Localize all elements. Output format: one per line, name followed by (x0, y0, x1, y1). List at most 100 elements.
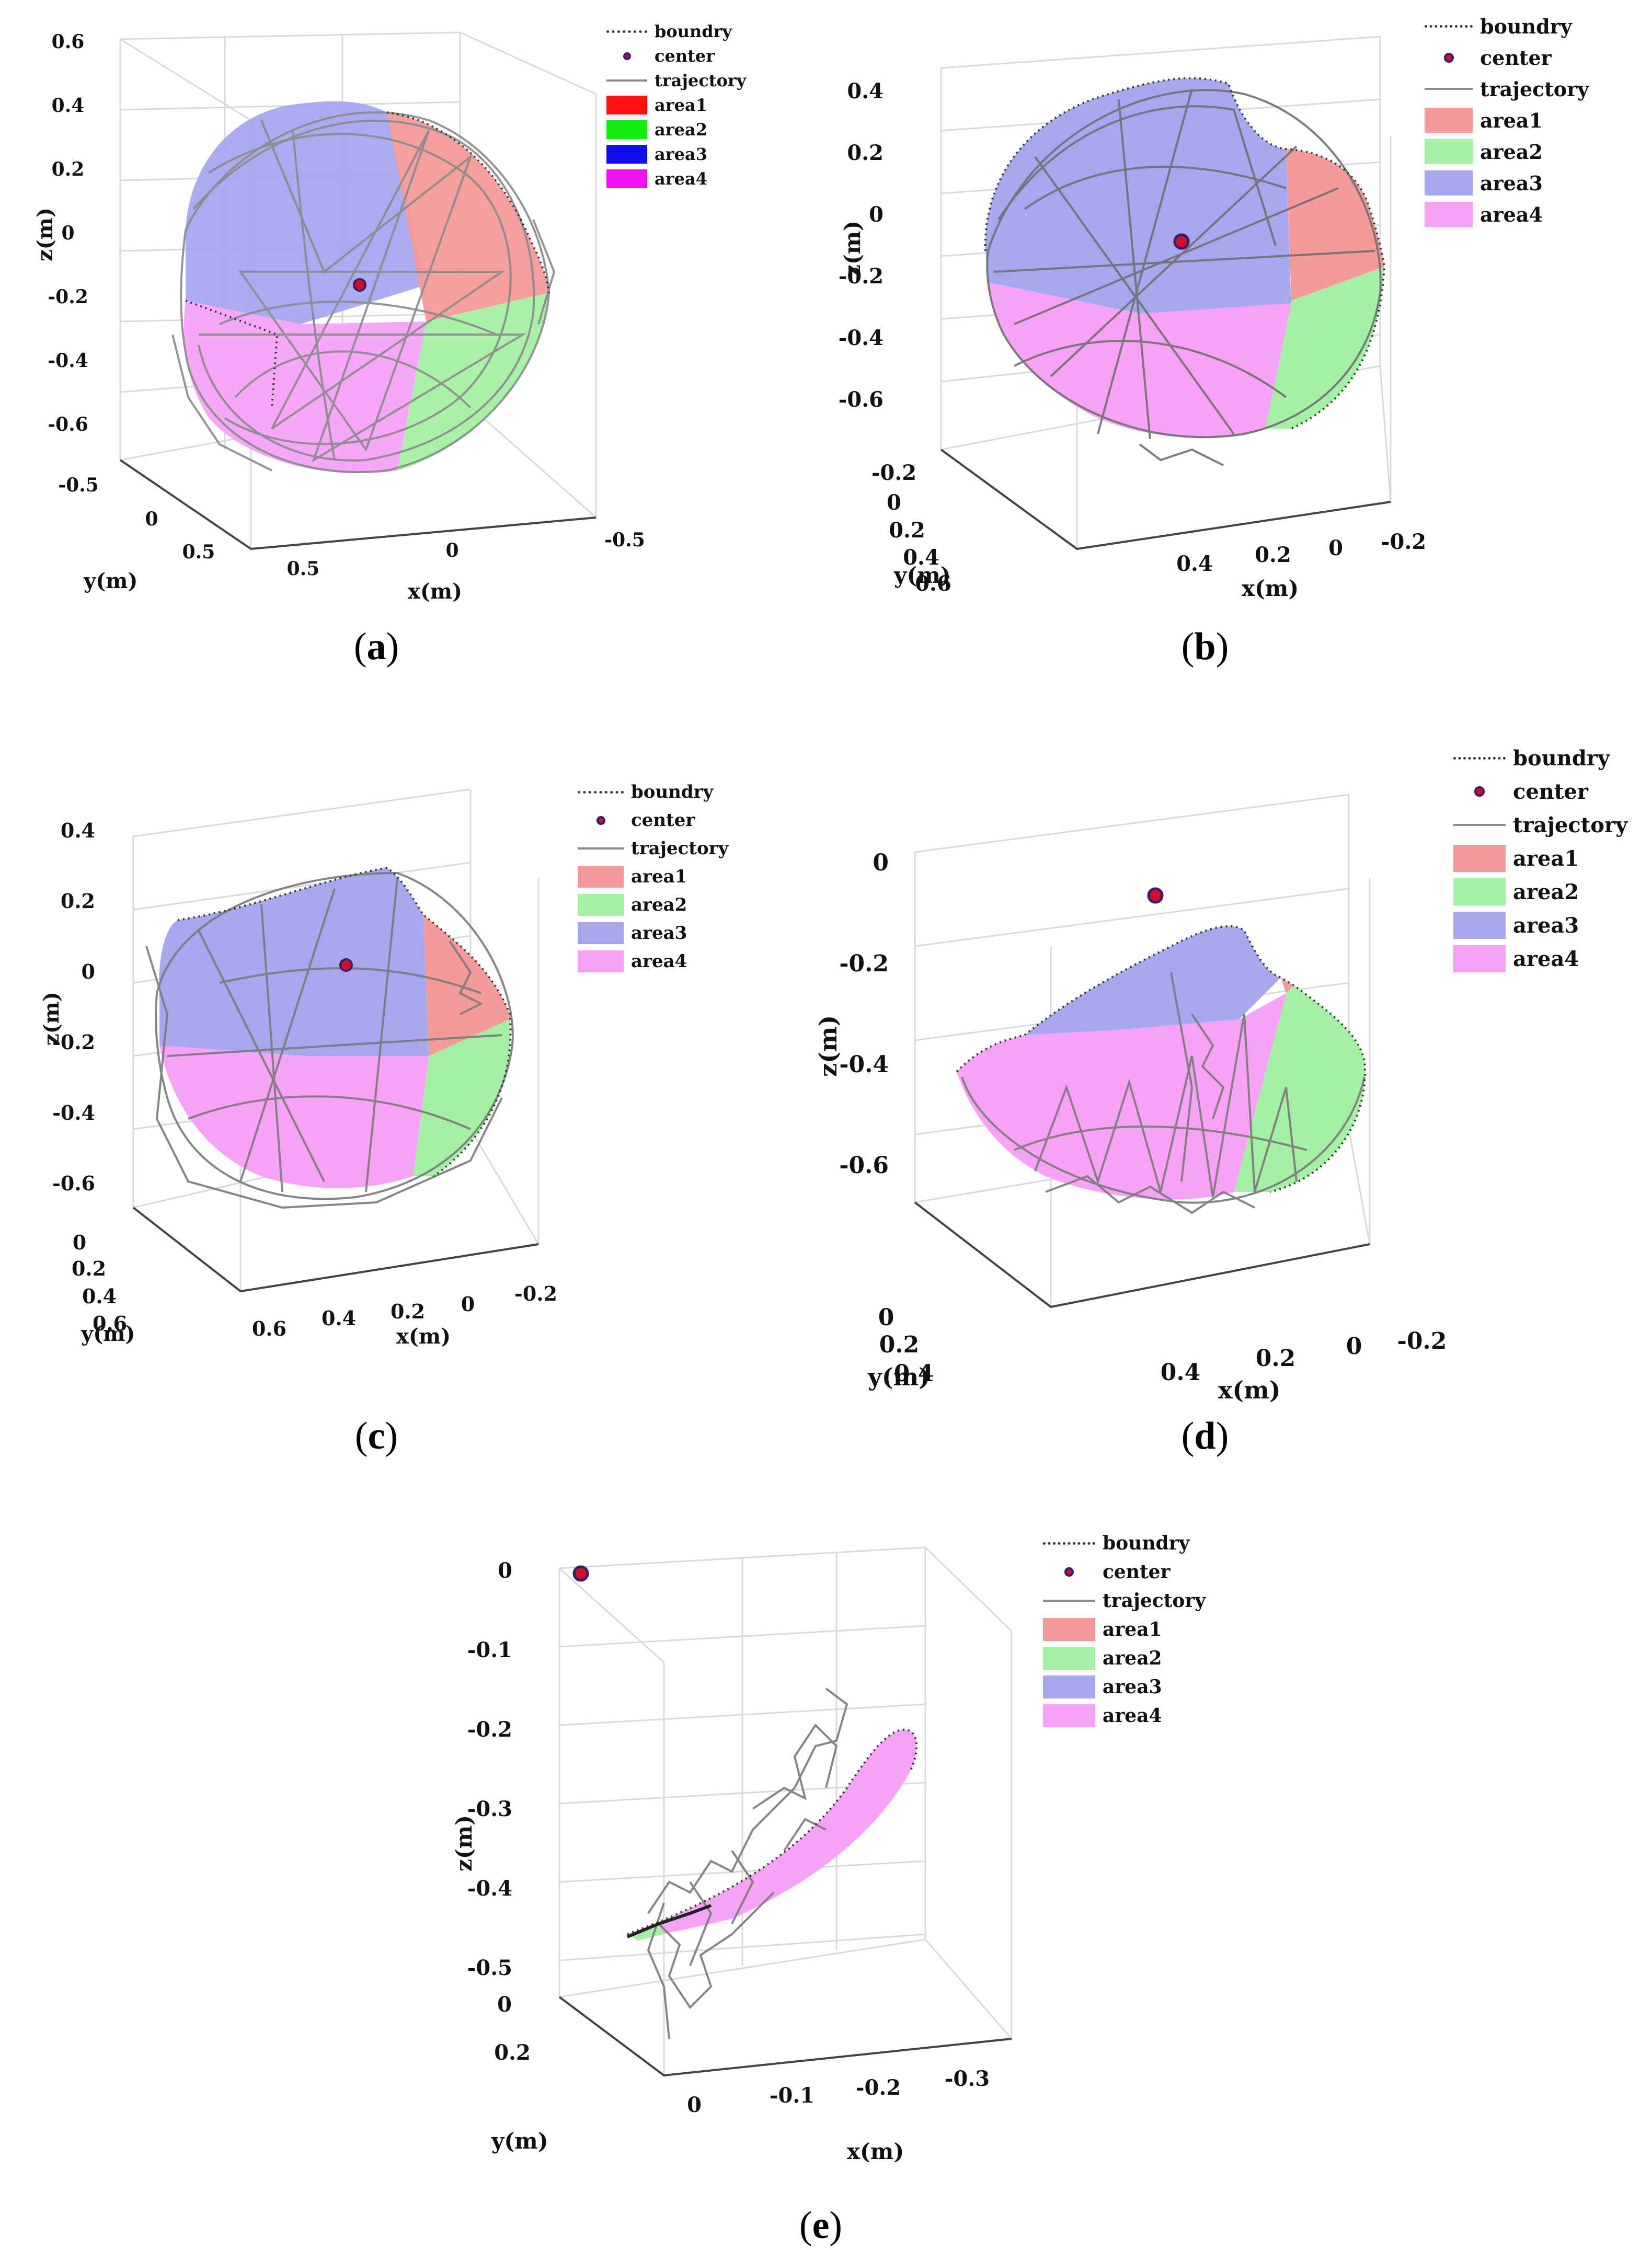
ylabel-e: y(m) (491, 2128, 548, 2154)
zlabel-b: z(m) (840, 221, 865, 277)
z-tick-e: -0.3 (467, 1797, 512, 1821)
y-tick-a: 0.5 (182, 541, 215, 563)
z-tick-e: -0.5 (467, 1956, 512, 1980)
legend-item-center: center (606, 44, 746, 67)
legend-item-center: center (1043, 1558, 1206, 1586)
x-tick-c: 0 (461, 1292, 475, 1316)
surface-b (985, 78, 1384, 438)
trajectory-marker (578, 847, 624, 850)
legend-b: boundry center trajectory area1 area2 area3 ar… (1425, 12, 1589, 231)
z-tick-b: -0.2 (839, 264, 884, 289)
legend-label: area1 (1103, 1618, 1162, 1640)
area2-a (397, 293, 549, 470)
legend-label: area1 (631, 866, 687, 887)
z-tick-b: 0 (869, 202, 884, 227)
center-dot (1443, 52, 1454, 63)
legend-label: area1 (1513, 846, 1579, 871)
z-tick-d: 0 (873, 850, 889, 876)
legend-item-area4: area4 (606, 167, 746, 190)
grid-e (558, 1546, 1014, 2076)
legend-item-boundry: boundry (606, 20, 746, 43)
y-tick-b: 0 (887, 490, 901, 515)
y-tick-b: -0.2 (871, 461, 916, 485)
legend-item-boundry: boundry (1425, 12, 1589, 41)
area4-swatch (606, 169, 647, 188)
area2-c (413, 1019, 511, 1176)
boundry-marker (1043, 1542, 1095, 1545)
x-tick-e: -0.1 (770, 2083, 814, 2108)
x-tick-c: 0.2 (391, 1300, 425, 1323)
legend-item-center: center (1453, 776, 1627, 807)
trajectory-marker (1043, 1600, 1095, 1602)
caption-b: (b) (1181, 625, 1229, 668)
legend-item-area1: area1 (1425, 106, 1589, 135)
area1-swatch (1453, 845, 1506, 872)
legend-item-trajectory: trajectory (1043, 1587, 1206, 1614)
legend-e: boundry center trajectory area1 area2 area3 ar… (1043, 1530, 1206, 1731)
boundary-solid-e (626, 1904, 712, 1938)
caption-a: (a) (353, 625, 399, 668)
legend-item-trajectory: trajectory (1453, 809, 1627, 841)
x-tick-e: -0.2 (856, 2075, 901, 2100)
z-tick-b: 0.2 (847, 141, 884, 165)
trajectory-marker (606, 79, 647, 82)
y-tick-e: 0.2 (494, 2040, 531, 2065)
legend-item-center: center (578, 807, 728, 833)
area4-a (184, 301, 426, 474)
trajectory-d (961, 972, 1366, 1214)
area4-swatch (1425, 202, 1473, 227)
legend-label: area3 (655, 144, 707, 164)
zlabel-c: z(m) (39, 992, 64, 1046)
legend-label: area4 (631, 951, 687, 972)
area1-swatch (1043, 1618, 1095, 1641)
boundary-c (177, 866, 512, 1177)
legend-label: boundry (1513, 745, 1610, 771)
legend-label: area3 (1480, 171, 1543, 195)
x-tick-e: -0.3 (945, 2067, 990, 2091)
y-tick-c: 0.2 (72, 1257, 106, 1280)
caption-c: (c) (354, 1415, 398, 1457)
legend-item-area3: area3 (1043, 1673, 1206, 1701)
panel-d: 0 -0.2 -0.4 -0.6 0 0.2 0.4 0.4 0.2 0 -0.2 z(m) y(m… (814, 721, 1652, 1474)
legend-item-boundry: boundry (1043, 1530, 1206, 1557)
legend-label: center (655, 46, 715, 66)
z-tick-d: -0.4 (839, 1051, 889, 1078)
center-dot (1064, 1567, 1074, 1577)
plot-b: 0.40.20-0.2-0.4-0.6-0.200.20.40.60.4 0.2 0… (839, 36, 1426, 601)
legend-item-area3: area3 (1453, 910, 1627, 941)
legend-label: area4 (655, 169, 707, 189)
z-tick-a: -0.4 (48, 350, 88, 372)
center-marker (606, 44, 647, 67)
z-tick-a: 0.2 (52, 158, 85, 180)
area1-swatch (606, 96, 647, 114)
x-tick-c: 0.4 (322, 1306, 356, 1330)
area4-e (627, 1729, 917, 1939)
center-marker-b (1173, 233, 1190, 250)
y-tick-c: 0.4 (82, 1284, 117, 1308)
surface-a (184, 101, 549, 474)
surface-e (627, 1729, 917, 1941)
legend-label: area1 (1480, 108, 1543, 132)
area3-d (1025, 926, 1281, 1035)
area4-d (957, 993, 1286, 1200)
y-tick-b: 0.6 (915, 571, 951, 596)
legend-item-area1: area1 (578, 864, 728, 890)
boundry-marker (606, 30, 647, 33)
z-tick-a: 0.6 (52, 31, 85, 53)
area2-b (1265, 267, 1384, 429)
legend-item-area1: area1 (1043, 1616, 1206, 1643)
center-dot (596, 816, 605, 825)
axes-b (940, 449, 1391, 550)
legend-item-area4: area4 (1425, 200, 1589, 229)
ticks-a: 0.6 0.4 0.2 0 -0.2 -0.4 -0.6 -0.5 0 0.5 0.5 0 -0.5 (48, 31, 645, 580)
x-tick-d: 0 (1346, 1333, 1362, 1360)
area2-swatch (578, 894, 624, 916)
x-tick-a: -0.5 (604, 529, 645, 551)
legend-label: trajectory (655, 71, 747, 90)
area2-swatch (1043, 1647, 1095, 1670)
area1-b (1286, 149, 1384, 301)
y-tick-b: 0.2 (889, 518, 925, 543)
z-tick-a: 0 (61, 222, 74, 244)
area1-c (423, 915, 510, 1056)
center-marker-e (572, 1565, 589, 1582)
